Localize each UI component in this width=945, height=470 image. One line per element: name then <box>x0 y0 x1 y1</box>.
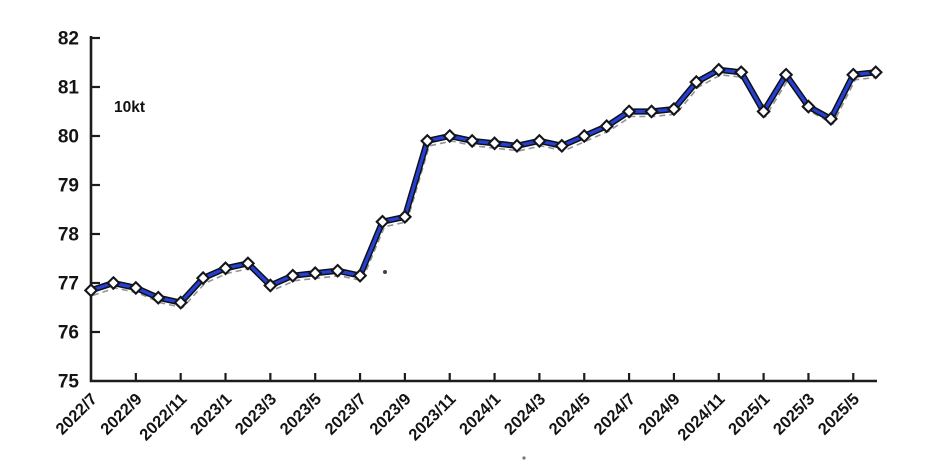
data-point-marker <box>308 266 323 281</box>
data-point-marker <box>352 268 368 283</box>
data-point-marker <box>240 256 256 271</box>
x-axis-label: 2024/5 <box>546 390 594 438</box>
data-point-marker <box>823 111 839 127</box>
x-axis-label: 2023/11 <box>405 390 459 444</box>
data-point-marker <box>846 67 861 82</box>
data-point-marker <box>151 290 166 305</box>
y-axis-label: 77 <box>58 274 79 295</box>
x-axis-label: 2023/1 <box>187 390 235 438</box>
data-point-marker <box>83 283 99 298</box>
x-axis-label: 2024/7 <box>590 390 638 438</box>
axis-lines <box>89 36 877 383</box>
x-axis-label: 2023/7 <box>321 390 369 438</box>
series-line <box>89 68 878 305</box>
data-point-marker <box>577 128 592 144</box>
x-axis-label: 2024/1 <box>456 390 504 438</box>
y-axis-label: 78 <box>58 225 79 246</box>
x-axis-label: 2025/5 <box>815 390 863 438</box>
data-point-marker <box>330 263 345 278</box>
y-axis-label: 80 <box>58 127 79 148</box>
data-point-marker <box>195 270 211 286</box>
unit-label: 10kt <box>114 99 145 116</box>
data-point-marker <box>487 136 502 151</box>
data-point-marker <box>644 104 659 119</box>
data-point-marker <box>128 280 144 296</box>
chart-generated-content: 75767778798081822022/72022/92022/112023/… <box>52 29 883 460</box>
data-point-marker <box>801 99 816 114</box>
data-point-marker <box>173 295 188 310</box>
x-axis-label: 2022/11 <box>136 390 190 444</box>
y-axis-label: 79 <box>58 176 79 197</box>
data-point-marker <box>689 74 704 90</box>
data-point-marker <box>375 214 390 229</box>
x-axis-label: 2025/3 <box>770 390 818 438</box>
data-point-marker <box>218 261 233 276</box>
data-point-marker <box>464 133 480 149</box>
x-axis-label: 2023/5 <box>277 390 325 438</box>
x-axis-label: 2024/3 <box>501 390 549 438</box>
data-point-marker <box>532 133 547 149</box>
data-point-marker <box>397 209 413 225</box>
x-axis-label: 2025/1 <box>725 390 773 438</box>
y-axis-label: 81 <box>58 78 80 99</box>
y-axis-label: 75 <box>58 372 80 393</box>
data-point-marker <box>778 67 794 82</box>
data-point-marker <box>599 119 614 134</box>
y-axis-label: 82 <box>58 29 79 50</box>
x-axis-label: 2022/7 <box>52 390 100 438</box>
data-point-marker <box>733 65 749 80</box>
ink-speck <box>522 456 526 460</box>
data-point-marker <box>420 133 435 149</box>
data-point-marker <box>106 275 121 291</box>
data-point-marker <box>868 65 883 80</box>
data-point-marker <box>442 128 457 144</box>
data-point-marker <box>756 104 771 119</box>
y-axis-label: 76 <box>58 323 79 344</box>
data-point-marker <box>263 278 278 293</box>
data-point-marker <box>285 268 300 283</box>
data-point-marker <box>711 62 726 78</box>
x-axis-label: 2024/11 <box>674 390 728 444</box>
data-point-marker <box>554 138 570 153</box>
data-point-marker <box>509 138 525 153</box>
x-axis-label: 2023/3 <box>232 390 280 438</box>
data-point-marker <box>666 101 682 117</box>
data-point-marker <box>621 104 637 119</box>
ink-speck <box>383 270 387 274</box>
